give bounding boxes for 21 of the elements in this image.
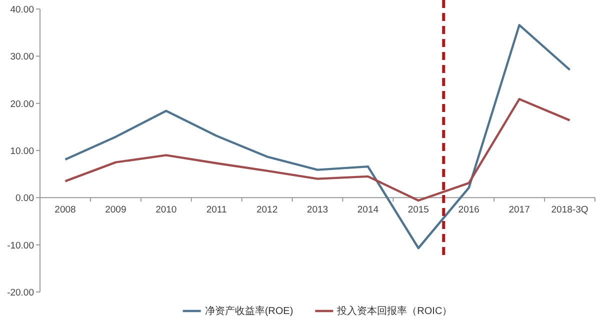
x-tick-label: 2016 — [458, 204, 480, 216]
x-tick-label: 2018-3Q — [551, 204, 588, 216]
y-tick-label: -10.00 — [7, 240, 34, 252]
line-series — [64, 98, 571, 202]
y-tick-label: 20.00 — [10, 98, 34, 110]
x-tick-label: 2015 — [408, 204, 429, 216]
y-tick-label: 40.00 — [10, 4, 34, 16]
y-tick-label: 10.00 — [10, 146, 34, 157]
x-tick-label: 2013 — [306, 204, 328, 216]
y-tick-label: 30.00 — [10, 52, 34, 63]
x-tick-label: 2009 — [105, 204, 126, 216]
x-tick-label: 2008 — [54, 204, 76, 216]
x-tick-label: 2012 — [256, 204, 278, 216]
x-tick-label: 2017 — [508, 204, 530, 216]
legend-label: 净资产收益率(ROE) — [204, 305, 294, 317]
x-tick-label: 2014 — [357, 204, 379, 216]
y-tick-label: -20.00 — [7, 288, 34, 298]
x-tick-label: 2011 — [206, 204, 227, 216]
legend-label: 投入资本回报率（ROIC） — [336, 305, 452, 317]
x-tick-label: 2010 — [156, 204, 177, 216]
y-tick-label: 0.00 — [16, 193, 34, 204]
